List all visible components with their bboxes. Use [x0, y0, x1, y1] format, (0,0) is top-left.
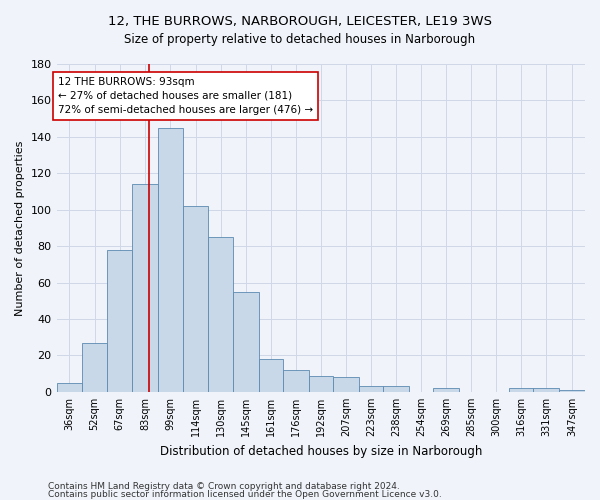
Bar — [333, 378, 359, 392]
Bar — [208, 237, 233, 392]
Bar — [283, 370, 308, 392]
Bar — [133, 184, 158, 392]
Bar — [182, 206, 208, 392]
Bar — [533, 388, 559, 392]
Bar — [233, 292, 259, 392]
Bar — [259, 359, 283, 392]
Bar — [158, 128, 182, 392]
Bar — [82, 342, 107, 392]
Text: 12 THE BURROWS: 93sqm
← 27% of detached houses are smaller (181)
72% of semi-det: 12 THE BURROWS: 93sqm ← 27% of detached … — [58, 77, 313, 115]
Bar — [559, 390, 585, 392]
Text: Contains public sector information licensed under the Open Government Licence v3: Contains public sector information licen… — [48, 490, 442, 499]
Bar — [359, 386, 383, 392]
Bar — [56, 383, 82, 392]
Text: Contains HM Land Registry data © Crown copyright and database right 2024.: Contains HM Land Registry data © Crown c… — [48, 482, 400, 491]
Text: 12, THE BURROWS, NARBOROUGH, LEICESTER, LE19 3WS: 12, THE BURROWS, NARBOROUGH, LEICESTER, … — [108, 15, 492, 28]
Bar — [308, 376, 333, 392]
Bar — [107, 250, 133, 392]
X-axis label: Distribution of detached houses by size in Narborough: Distribution of detached houses by size … — [160, 444, 482, 458]
Bar — [509, 388, 533, 392]
Bar — [383, 386, 409, 392]
Y-axis label: Number of detached properties: Number of detached properties — [15, 140, 25, 316]
Bar — [433, 388, 459, 392]
Text: Size of property relative to detached houses in Narborough: Size of property relative to detached ho… — [124, 32, 476, 46]
